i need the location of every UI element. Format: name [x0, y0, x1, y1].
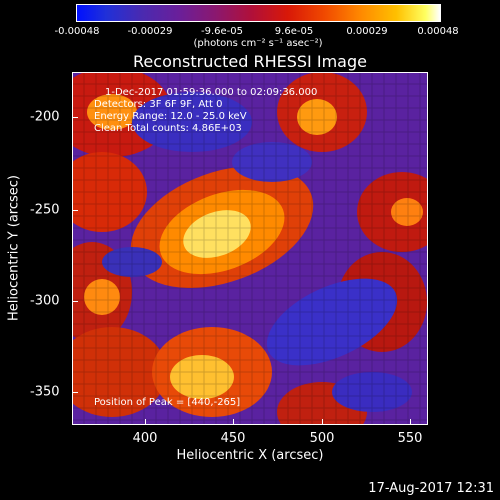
x-tick-mark [145, 419, 146, 425]
y-tick-mark [72, 117, 78, 118]
peak-position-label: Position of Peak = [440,-265] [94, 397, 241, 408]
x-tick-label: 500 [309, 431, 335, 446]
x-tick-mark [410, 419, 411, 425]
image-title: Reconstructed RHESSI Image [133, 52, 367, 71]
colorbar-tick: 0.00029 [346, 26, 388, 37]
colorbar-tick: -0.00029 [127, 26, 173, 37]
colorbar-tick: -9.6e-05 [201, 26, 243, 37]
x-tick-label: 450 [220, 431, 246, 446]
colorbar [76, 4, 441, 22]
clean-counts-label: Clean Total counts: 4.86E+03 [94, 123, 242, 134]
y-tick-label: -200 [30, 109, 60, 125]
colorbar-units: (photons cm⁻² s⁻¹ asec⁻²) [193, 38, 323, 49]
y-tick-mark [72, 210, 78, 211]
y-tick-mark [72, 301, 78, 302]
x-tick-mark [322, 419, 323, 425]
detectors-label: Detectors: 3F 6F 9F, Att 0 [94, 99, 223, 110]
x-axis-label: Heliocentric X (arcsec) [176, 448, 324, 463]
energy-range-label: Energy Range: 12.0 - 25.0 keV [94, 111, 247, 122]
colorbar-tick: -0.00048 [54, 26, 100, 37]
timestamp: 17-Aug-2017 12:31 [368, 481, 494, 496]
y-tick-label: -250 [30, 202, 60, 218]
y-axis-label: Heliocentric Y (arcsec) [6, 175, 22, 321]
y-tick-label: -300 [30, 293, 60, 309]
y-tick-mark [72, 392, 78, 393]
x-tick-mark [233, 419, 234, 425]
x-tick-label: 400 [132, 431, 158, 446]
colorbar-tick: 9.6e-05 [274, 26, 314, 37]
y-tick-label: -350 [30, 384, 60, 400]
solar-image [72, 72, 428, 425]
time-range-label: 1-Dec-2017 01:59:36.000 to 02:09:36.000 [105, 87, 318, 98]
colorbar-tick: 0.00048 [417, 26, 459, 37]
x-tick-label: 550 [397, 431, 423, 446]
